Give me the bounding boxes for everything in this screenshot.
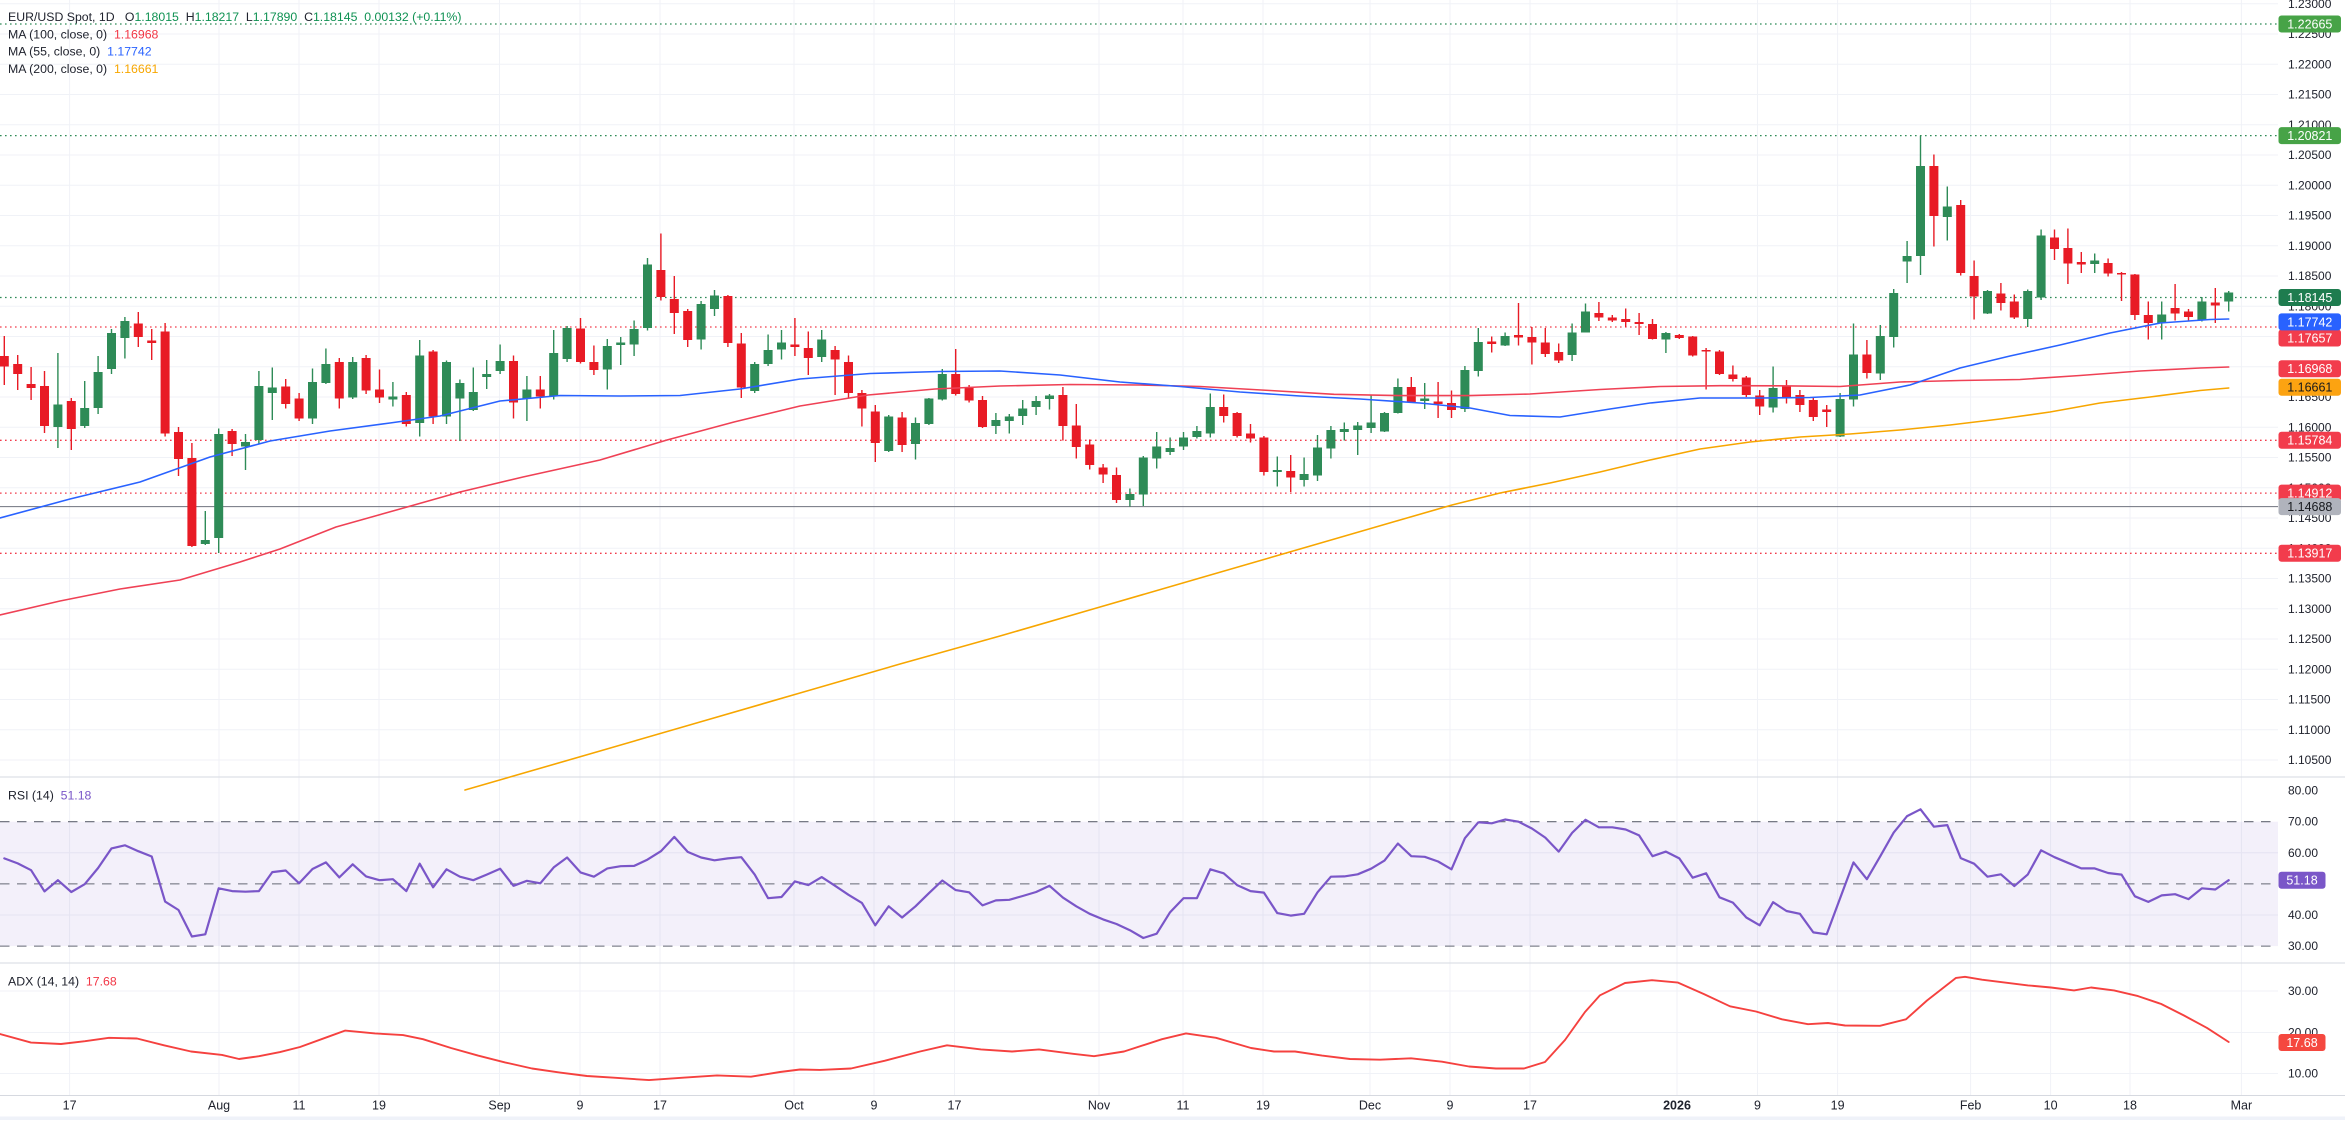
svg-text:EUR/USD Spot, 1D O1.18015 H: EUR/USD Spot, 1D O1.18015 H1.18217 L1.17…	[8, 10, 461, 24]
svg-text:11: 11	[1177, 1099, 1190, 1113]
svg-text:Nov: Nov	[1088, 1099, 1111, 1113]
svg-text:1.13500: 1.13500	[2288, 572, 2332, 586]
svg-text:17: 17	[948, 1099, 962, 1113]
svg-text:1.20500: 1.20500	[2288, 148, 2332, 162]
svg-text:1.22000: 1.22000	[2288, 58, 2332, 72]
svg-text:1.13917: 1.13917	[2287, 547, 2332, 561]
svg-text:Mar: Mar	[2231, 1099, 2253, 1113]
svg-text:17: 17	[1523, 1099, 1537, 1113]
svg-text:1.19000: 1.19000	[2288, 239, 2332, 253]
svg-text:1.16968: 1.16968	[2287, 362, 2332, 376]
svg-text:9: 9	[577, 1099, 584, 1113]
svg-text:ADX (14, 14) 17.68: ADX (14, 14) 17.68	[8, 975, 117, 989]
svg-text:1.21500: 1.21500	[2288, 88, 2332, 102]
svg-text:17: 17	[653, 1099, 667, 1113]
svg-text:17.68: 17.68	[2286, 1036, 2317, 1050]
svg-text:30.00: 30.00	[2288, 984, 2318, 998]
svg-text:Feb: Feb	[1960, 1099, 1982, 1113]
svg-text:1.13000: 1.13000	[2288, 602, 2332, 616]
svg-text:1.19500: 1.19500	[2288, 209, 2332, 223]
svg-text:Sep: Sep	[488, 1099, 510, 1113]
svg-text:19: 19	[1256, 1099, 1270, 1113]
svg-text:19: 19	[1831, 1099, 1845, 1113]
svg-text:1.14912: 1.14912	[2287, 487, 2332, 501]
svg-text:18: 18	[2123, 1099, 2137, 1113]
svg-text:40.00: 40.00	[2288, 908, 2318, 922]
svg-text:1.15784: 1.15784	[2287, 434, 2332, 448]
svg-text:80.00: 80.00	[2288, 784, 2318, 798]
svg-text:1.15500: 1.15500	[2288, 451, 2332, 465]
svg-text:Oct: Oct	[784, 1099, 804, 1113]
svg-text:19: 19	[372, 1099, 386, 1113]
svg-text:60.00: 60.00	[2288, 846, 2318, 860]
svg-text:1.20000: 1.20000	[2288, 179, 2332, 193]
svg-text:1.22665: 1.22665	[2287, 17, 2332, 31]
svg-text:2026: 2026	[1663, 1099, 1691, 1113]
svg-text:1.17657: 1.17657	[2287, 331, 2332, 345]
svg-text:10: 10	[2044, 1099, 2058, 1113]
svg-text:1.14688: 1.14688	[2287, 500, 2332, 514]
svg-text:1.23000: 1.23000	[2288, 0, 2332, 11]
svg-text:1.16661: 1.16661	[2287, 381, 2332, 395]
svg-text:1.12000: 1.12000	[2288, 663, 2332, 677]
svg-text:9: 9	[1754, 1099, 1761, 1113]
svg-text:1.12500: 1.12500	[2288, 632, 2332, 646]
svg-text:1.18500: 1.18500	[2288, 269, 2332, 283]
svg-text:70.00: 70.00	[2288, 815, 2318, 829]
svg-text:1.11500: 1.11500	[2288, 693, 2331, 707]
svg-text:9: 9	[871, 1099, 878, 1113]
svg-text:MA (100, close, 0) 1.16968: MA (100, close, 0) 1.16968	[8, 28, 159, 42]
svg-text:1.18145: 1.18145	[2287, 291, 2332, 305]
svg-text:51.18: 51.18	[2286, 874, 2317, 888]
svg-text:11: 11	[293, 1099, 306, 1113]
svg-text:9: 9	[1447, 1099, 1454, 1113]
svg-text:1.17742: 1.17742	[2287, 315, 2332, 329]
svg-text:1.20821: 1.20821	[2287, 129, 2332, 143]
svg-text:10.00: 10.00	[2288, 1067, 2318, 1081]
svg-text:Dec: Dec	[1359, 1099, 1381, 1113]
svg-text:1.16000: 1.16000	[2288, 421, 2332, 435]
svg-text:MA (200, close, 0) 1.16661: MA (200, close, 0) 1.16661	[8, 62, 159, 76]
svg-text:30.00: 30.00	[2288, 939, 2318, 953]
svg-text:Aug: Aug	[208, 1099, 230, 1113]
svg-text:1.10500: 1.10500	[2288, 753, 2332, 767]
svg-text:RSI (14) 51.18: RSI (14) 51.18	[8, 789, 92, 803]
svg-text:17: 17	[63, 1099, 77, 1113]
svg-text:MA (55, close, 0) 1.17742: MA (55, close, 0) 1.17742	[8, 45, 152, 59]
svg-text:1.11000: 1.11000	[2288, 723, 2331, 737]
